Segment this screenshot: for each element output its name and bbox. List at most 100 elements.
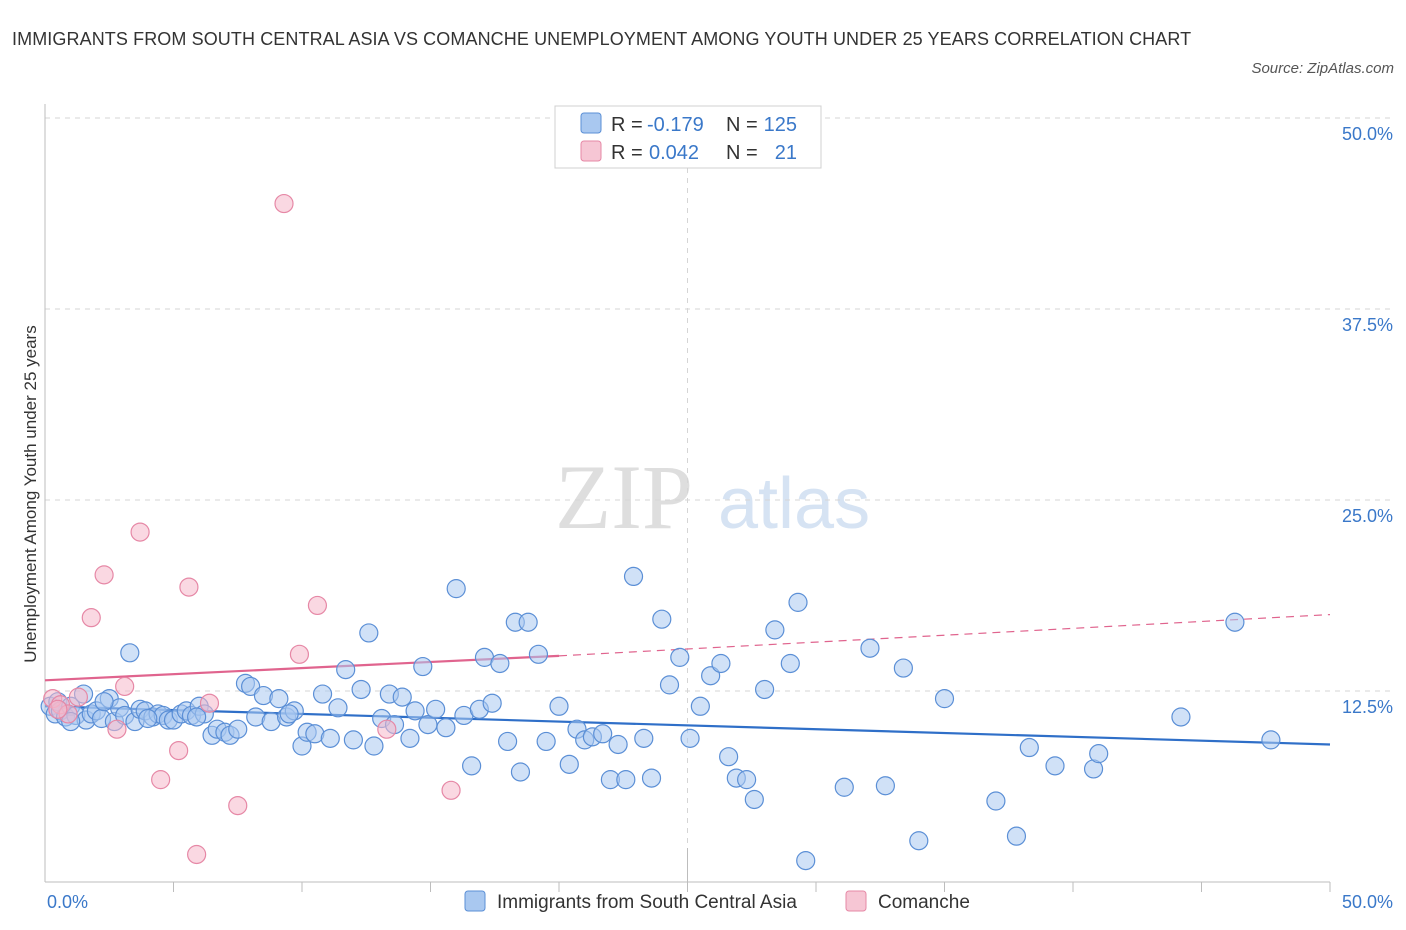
legend-swatch-pink <box>580 140 602 162</box>
legend-r-value-pink: 0.042 <box>649 142 699 164</box>
immigrants-point-107 <box>875 776 895 796</box>
immigrants-point-117 <box>1171 707 1191 727</box>
immigrants-point-46 <box>312 684 333 704</box>
bottom-legend-label-blue: Immigrants from South Central Asia <box>497 892 797 913</box>
immigrants-point-121 <box>94 692 114 712</box>
comanche-point-19 <box>441 780 461 800</box>
immigrants-point-92 <box>680 728 700 748</box>
immigrants-point-70 <box>490 653 510 674</box>
y-tick-label-1: 25.0% <box>1342 506 1393 526</box>
comanche-point-6 <box>107 719 127 739</box>
legend-n-value-pink: 21 <box>775 142 797 164</box>
immigrants-point-119 <box>1261 730 1281 750</box>
immigrants-point-104 <box>796 851 816 871</box>
immigrants-point-57 <box>392 687 412 707</box>
immigrants-point-94 <box>701 666 721 686</box>
comanche-point-16 <box>289 644 310 664</box>
immigrants-point-73 <box>510 762 531 782</box>
immigrants-point-98 <box>737 770 757 790</box>
chart-title: IMMIGRANTS FROM SOUTH CENTRAL ASIA VS CO… <box>12 29 1192 49</box>
x-tick-label-min: 0.0% <box>47 892 88 912</box>
immigrants-point-62 <box>426 699 446 719</box>
x-tick-labels: 0.0% 50.0% <box>47 892 1393 912</box>
immigrants-point-112 <box>1006 826 1027 846</box>
immigrants-point-91 <box>670 647 690 667</box>
immigrants-point-47 <box>320 728 340 748</box>
legend-n-label-pink: N = <box>726 142 758 164</box>
immigrants-point-113 <box>1019 737 1039 758</box>
comanche-point-14 <box>228 795 248 816</box>
immigrants-point-122 <box>138 708 158 729</box>
immigrants-point-118 <box>1225 612 1245 632</box>
comanche-point-12 <box>187 844 207 865</box>
immigrants-point-96 <box>719 747 739 767</box>
immigrants-point-86 <box>623 566 644 587</box>
series-comanche-points <box>43 193 461 865</box>
immigrants-point-64 <box>446 579 466 599</box>
immigrants-point-82 <box>593 724 613 744</box>
y-tick-label-3: 50.0% <box>1342 124 1393 144</box>
comanche-point-9 <box>151 770 171 790</box>
immigrants-point-111 <box>986 791 1006 811</box>
immigrants-point-87 <box>634 728 654 748</box>
immigrants-point-95 <box>711 653 731 674</box>
immigrants-point-106 <box>860 638 880 658</box>
x-tick-label-max: 50.0% <box>1342 892 1393 912</box>
immigrants-point-71 <box>498 731 518 752</box>
immigrants-point-84 <box>608 734 628 755</box>
legend-n-value-blue: 125 <box>764 114 797 136</box>
immigrants-point-123 <box>187 707 207 727</box>
immigrants-point-40 <box>269 689 289 709</box>
comanche-point-15 <box>274 193 294 214</box>
watermark-zip: ZIP <box>555 446 693 548</box>
comanche-point-10 <box>169 740 189 761</box>
source-label: Source: ZipAtlas.com <box>1251 60 1394 77</box>
immigrants-point-110 <box>934 689 955 709</box>
y-tick-label-2: 37.5% <box>1342 315 1393 335</box>
immigrants-point-66 <box>462 756 482 776</box>
legend-r-value-blue: -0.179 <box>647 114 704 136</box>
immigrants-point-69 <box>482 693 502 713</box>
immigrants-point-85 <box>616 770 636 790</box>
immigrants-point-34 <box>228 719 248 739</box>
legend-r-label-blue: R = <box>611 114 643 136</box>
immigrants-point-59 <box>405 701 425 721</box>
immigrants-point-48 <box>328 698 348 718</box>
bottom-legend-swatch-pink <box>845 890 867 912</box>
comanche-point-4 <box>81 608 101 628</box>
immigrants-point-77 <box>549 696 569 716</box>
legend-swatch-blue <box>580 112 602 134</box>
legend-n-label-blue: N = <box>726 114 758 136</box>
immigrants-point-105 <box>834 777 854 797</box>
immigrants-point-103 <box>788 592 808 612</box>
immigrants-point-99 <box>744 789 764 810</box>
immigrants-point-90 <box>659 675 680 695</box>
comanche-point-17 <box>307 595 328 616</box>
immigrants-point-108 <box>893 658 913 678</box>
immigrants-point-50 <box>343 730 363 750</box>
immigrants-point-74 <box>518 612 538 632</box>
immigrants-point-38 <box>253 685 274 706</box>
bottom-legend-swatch-blue <box>464 890 486 912</box>
watermark-atlas: atlas <box>718 464 870 544</box>
legend-r-label-pink: R = <box>611 142 643 164</box>
immigrants-point-109 <box>909 831 929 851</box>
immigrants-point-52 <box>359 623 379 643</box>
comanche-point-13 <box>199 693 220 713</box>
immigrants-point-60 <box>413 656 433 677</box>
immigrants-point-101 <box>765 620 785 640</box>
comanche-point-11 <box>179 577 199 597</box>
comanche-point-8 <box>130 522 150 542</box>
watermark: ZIP atlas <box>555 446 870 548</box>
immigrants-point-114 <box>1045 756 1065 776</box>
immigrants-point-78 <box>559 754 579 774</box>
y-tick-labels: 12.5% 25.0% 37.5% 50.0% <box>1342 124 1393 717</box>
comanche-point-3 <box>68 687 89 707</box>
trend-line-comanche-extension <box>558 614 1331 657</box>
trend-line-comanche <box>44 654 560 682</box>
immigrants-point-63 <box>436 718 456 738</box>
grid-lines <box>45 117 1390 882</box>
immigrants-point-116 <box>1089 744 1109 764</box>
immigrants-point-124 <box>279 704 299 724</box>
